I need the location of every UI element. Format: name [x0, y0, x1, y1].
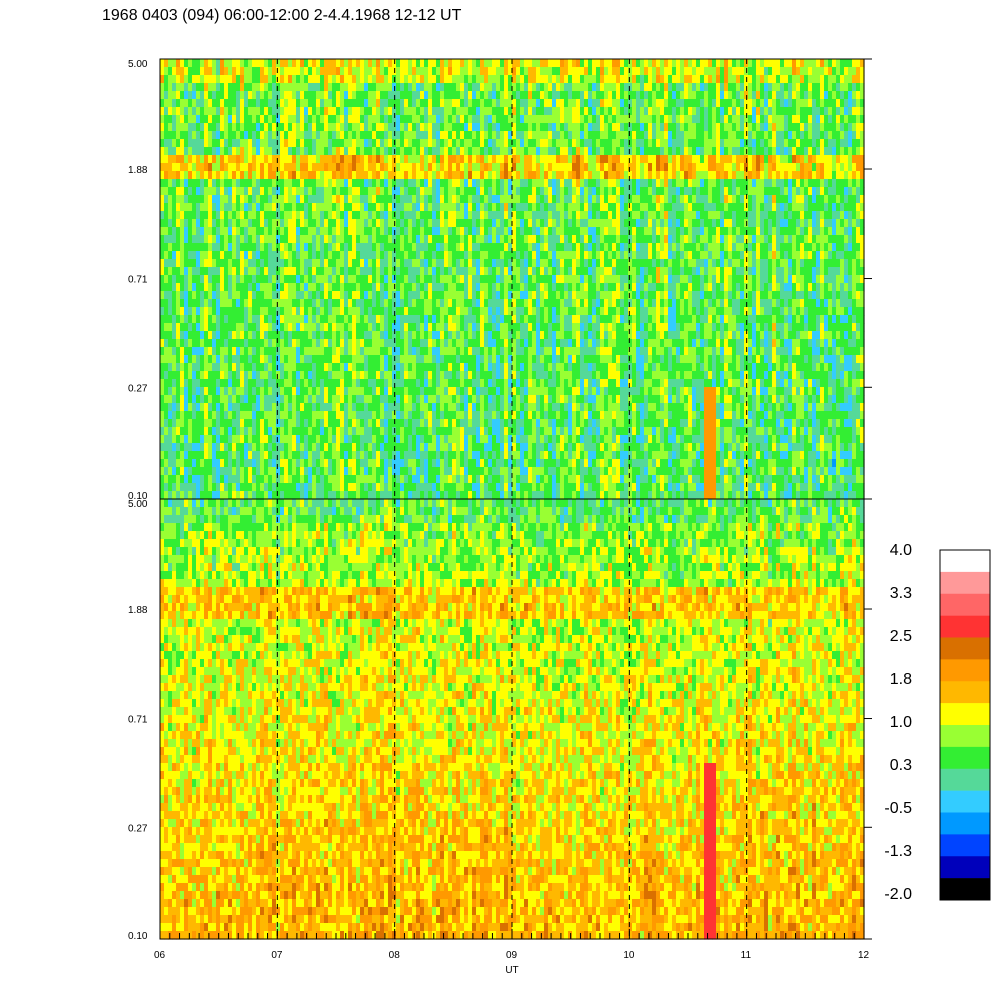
- chart-title: 1968 0403 (094) 06:00-12:00 2-4.4.1968 1…: [102, 7, 462, 24]
- spectrogram-panel-1: [160, 59, 865, 500]
- colorbar-swatch: [940, 746, 990, 770]
- x-tick-label: 11: [741, 950, 752, 961]
- colorbar-label: -1.3: [884, 843, 912, 860]
- colorbar-swatch: [940, 878, 990, 901]
- y-tick-label: 0.27: [128, 823, 148, 834]
- y-tick-label: 0.71: [128, 275, 148, 286]
- colorbar-label: -2.0: [884, 886, 912, 903]
- colorbar-label: 3.3: [890, 585, 912, 602]
- y-tick-label: 0.27: [128, 383, 148, 394]
- y-tick-label: 5.00: [128, 59, 148, 70]
- colorbar-swatch: [940, 812, 990, 835]
- colorbar-label: 0.3: [890, 757, 912, 774]
- colorbar-label: 1.8: [890, 671, 912, 688]
- colorbar-swatch: [940, 768, 990, 791]
- colorbar-swatch: [940, 834, 990, 857]
- x-axis-label: UT: [505, 965, 518, 976]
- colorbar-swatch: [940, 593, 990, 616]
- colorbar-swatch: [940, 659, 990, 682]
- colorbar-swatch: [940, 725, 990, 748]
- colorbar-label: -0.5: [884, 800, 912, 817]
- x-tick-label: 12: [858, 950, 870, 961]
- y-tick-label: 5.00: [128, 499, 148, 510]
- x-tick-label: 10: [623, 950, 635, 961]
- colorbar-label: 2.5: [890, 628, 912, 645]
- y-tick-label: 0.71: [128, 715, 148, 726]
- colorbar-swatch: [940, 856, 990, 879]
- x-tick-label: 07: [271, 950, 283, 961]
- y-tick-label: 0.10: [128, 931, 148, 942]
- colorbar-swatch: [940, 681, 990, 704]
- x-tick-label: 06: [154, 950, 166, 961]
- colorbar-swatch: [940, 571, 990, 595]
- y-tick-label: 1.88: [128, 165, 148, 176]
- y-tick-label: 0.10: [128, 491, 148, 502]
- x-tick-label: 08: [389, 950, 401, 961]
- colorbar-swatch: [940, 550, 990, 573]
- colorbar-swatch: [940, 703, 990, 726]
- colorbar-label: 4.0: [890, 542, 912, 559]
- colorbar-swatch: [940, 637, 990, 660]
- colorbar-frame: [939, 549, 991, 901]
- colorbar-swatch: [940, 615, 990, 638]
- colorbar-label: 1.0: [890, 714, 912, 731]
- colorbar: 4.0 3.3 2.5 1.8 1.0 0.3 -0.5 -1.3 -2.0: [884, 542, 991, 903]
- colorbar-swatch: [940, 790, 990, 813]
- spectrogram-panel-2: [160, 499, 865, 940]
- y-tick-label: 1.88: [128, 605, 148, 616]
- x-tick-label: 09: [506, 950, 518, 961]
